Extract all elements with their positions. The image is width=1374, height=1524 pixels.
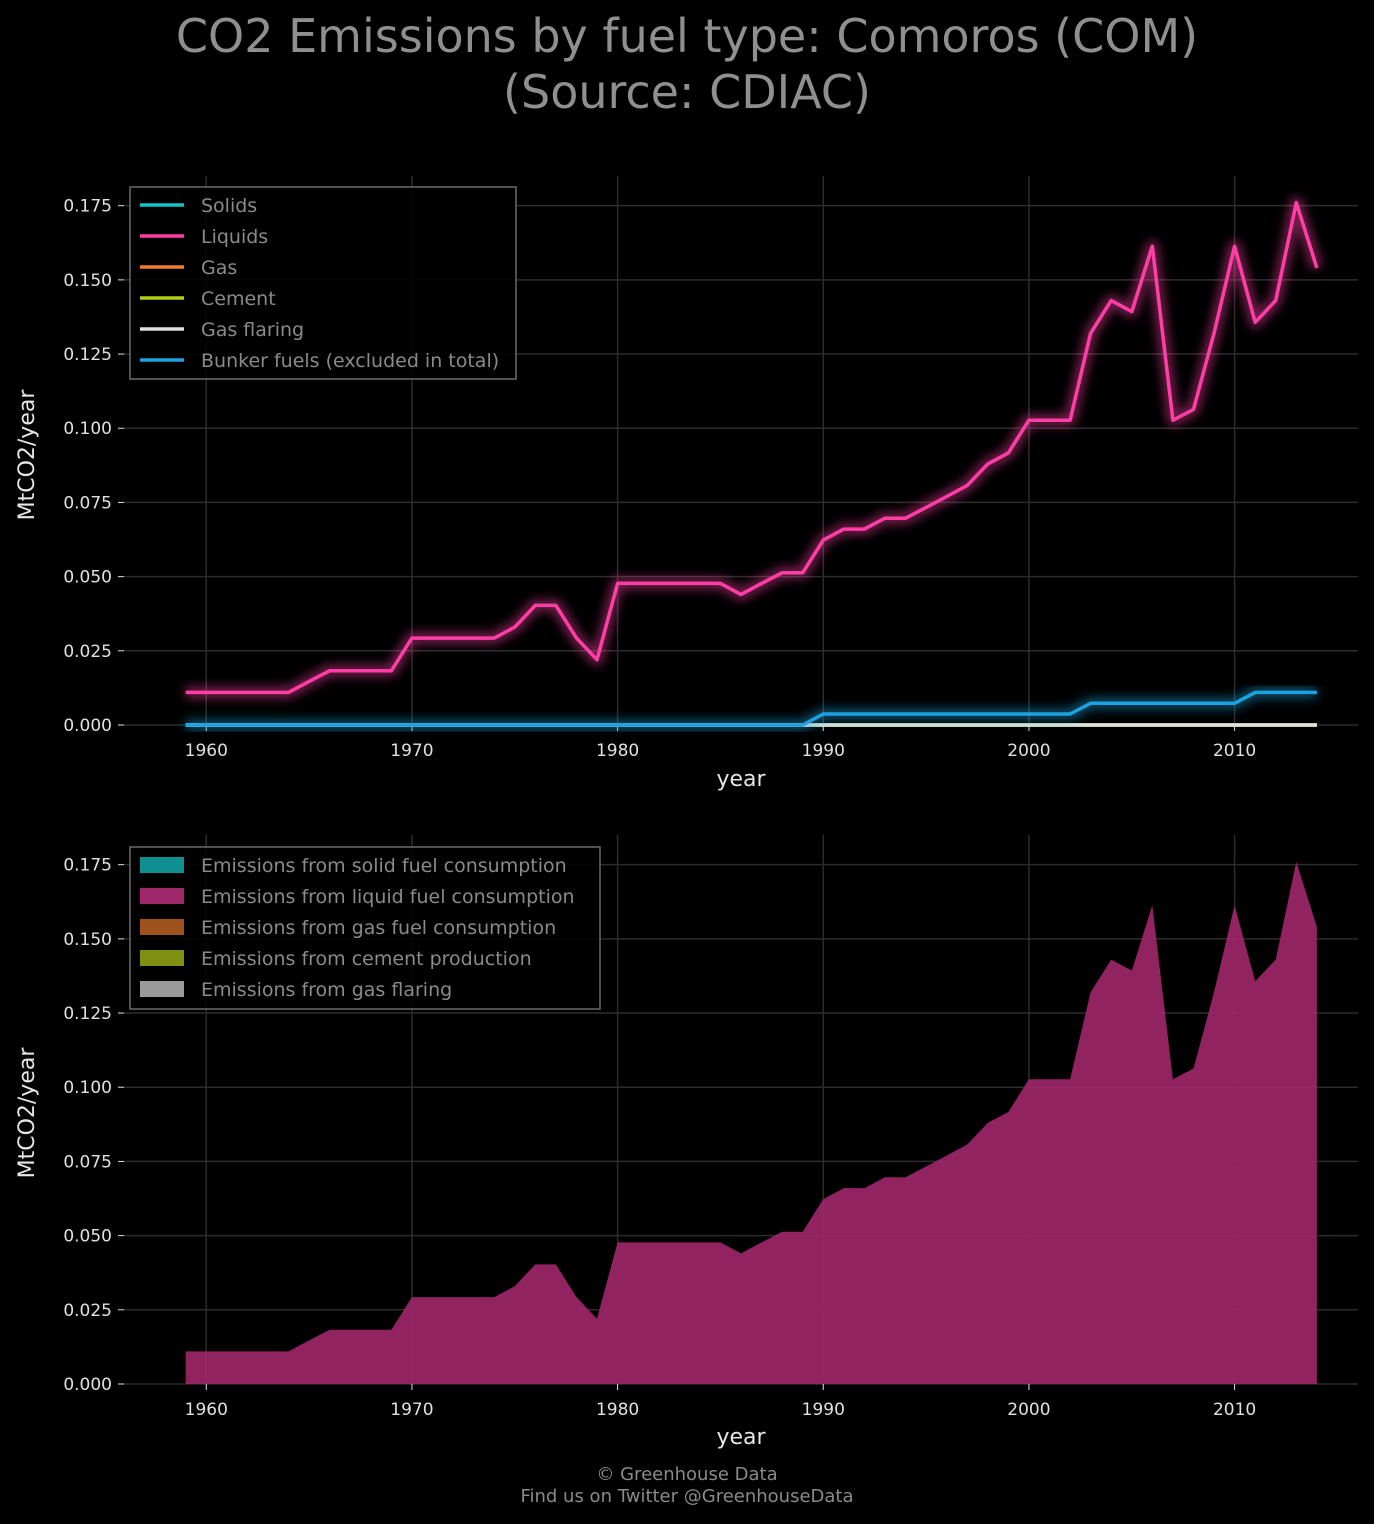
legend-label: Solids (201, 195, 257, 217)
legend-swatch (140, 888, 184, 904)
footer-credit: © Greenhouse Data (596, 1464, 778, 1485)
legend-label: Emissions from solid fuel consumption (201, 855, 567, 877)
chart-title-line2: (Source: CDIAC) (503, 65, 871, 119)
y-tick-label: 0.175 (63, 197, 112, 217)
footer: © Greenhouse Data Find us on Twitter @Gr… (0, 1464, 1374, 1508)
x-tick-label: 1970 (390, 741, 433, 761)
legend-label: Cement (201, 288, 276, 310)
legend-label: Liquids (201, 226, 268, 248)
footer-twitter: Find us on Twitter @GreenhouseData (520, 1486, 854, 1507)
y-tick-label: 0.100 (63, 1078, 112, 1098)
y-tick-label: 0.175 (63, 856, 112, 876)
series-area (185, 861, 1317, 1384)
legend-label: Emissions from liquid fuel consumption (201, 886, 575, 908)
y-tick-label: 0.100 (63, 419, 112, 439)
x-tick-label: 2010 (1213, 1400, 1256, 1420)
x-tick-label: 1970 (390, 1400, 433, 1420)
chart-title-line1: CO2 Emissions by fuel type: Comoros (COM… (175, 9, 1199, 63)
x-tick-label: 2010 (1213, 741, 1256, 761)
legend-label: Emissions from gas flaring (201, 979, 452, 1001)
legend-box (129, 846, 601, 1010)
legend-swatch (140, 919, 184, 935)
series-line (185, 200, 1319, 695)
y-tick-label: 0.075 (63, 493, 112, 513)
series-line (185, 690, 1317, 727)
x-axis-label: year (716, 1425, 766, 1450)
y-tick-label: 0.150 (63, 930, 112, 950)
legend-label: Emissions from cement production (201, 948, 532, 970)
legend: Solids Liquids Gas Cement Gas flaring Bunker … (129, 186, 517, 380)
x-tick-label: 1990 (802, 741, 845, 761)
y-tick-label: 0.050 (63, 568, 112, 588)
y-tick-label: 0.025 (63, 642, 112, 662)
legend-label: Emissions from gas fuel consumption (201, 917, 556, 939)
y-axis-label: MtCO2/year (15, 389, 40, 521)
y-tick-label: 0.125 (63, 345, 112, 365)
legend-label: Gas flaring (201, 319, 304, 341)
y-tick-label: 0.000 (63, 716, 112, 736)
x-tick-label: 1960 (185, 1400, 228, 1420)
x-axis-label: year (716, 767, 766, 792)
legend-box (129, 186, 517, 380)
y-tick-label: 0.125 (63, 1004, 112, 1024)
legend-label: Bunker fuels (excluded in total) (201, 350, 499, 372)
y-tick-label: 0.025 (63, 1301, 112, 1321)
y-tick-label: 0.050 (63, 1227, 112, 1247)
y-axis-label: MtCO2/year (15, 1047, 40, 1179)
x-tick-label: 2000 (1007, 1400, 1050, 1420)
x-tick-label: 1990 (802, 1400, 845, 1420)
x-tick-label: 1960 (185, 741, 228, 761)
y-tick-label: 0.075 (63, 1152, 112, 1172)
legend-swatch (140, 950, 184, 966)
legend-label: Gas (201, 257, 237, 279)
legend: Emissions from solid fuel consumption Emi… (129, 846, 601, 1010)
y-tick-label: 0.000 (63, 1375, 112, 1395)
legend-swatch (140, 857, 184, 873)
x-tick-label: 1980 (596, 1400, 639, 1420)
x-tick-label: 1980 (596, 741, 639, 761)
area-chart: 1960 1970 1980 1990 2000 2010 0.000 0.025 0.050 0… (15, 835, 1358, 1450)
line-chart: 1960 1970 1980 1990 2000 2010 0.000 0.025 0.050 0… (15, 176, 1358, 792)
y-tick-label: 0.150 (63, 271, 112, 291)
legend-swatch (140, 981, 184, 997)
x-tick-label: 2000 (1007, 741, 1050, 761)
chart-title: CO2 Emissions by fuel type: Comoros (COM… (0, 8, 1374, 120)
